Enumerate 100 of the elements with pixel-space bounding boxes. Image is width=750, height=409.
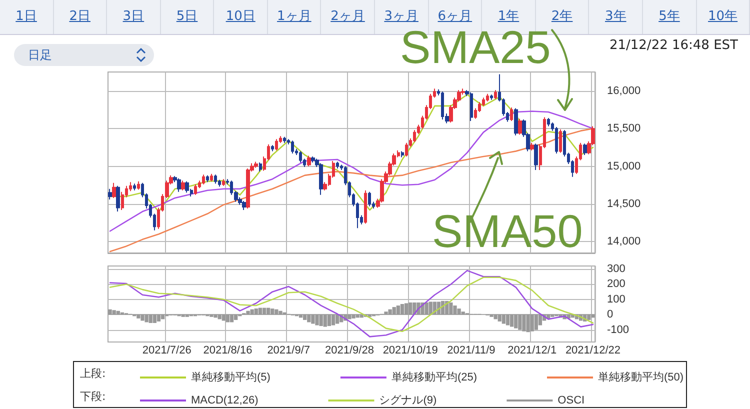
candlestick	[283, 136, 286, 144]
bar	[400, 304, 404, 315]
bar	[449, 302, 453, 315]
candlestick	[514, 108, 518, 136]
candlestick	[116, 185, 120, 212]
text: 3日	[107, 0, 161, 34]
candlestick	[206, 174, 209, 183]
bar	[526, 314, 530, 332]
bar	[262, 308, 266, 315]
bar	[348, 314, 352, 320]
candlestick	[254, 161, 258, 168]
bar	[254, 308, 258, 315]
bar	[234, 314, 238, 320]
bar	[506, 314, 510, 326]
legend-label: 単純移動平均(5)	[191, 372, 270, 384]
x-tick-label: 2021/12/22	[565, 344, 620, 356]
bar	[510, 314, 514, 327]
bar	[404, 303, 408, 315]
candlestick	[137, 180, 140, 190]
bar	[327, 314, 332, 326]
candlestick	[210, 173, 213, 182]
bar	[108, 309, 112, 315]
bar	[352, 314, 356, 318]
bar	[518, 314, 522, 330]
x-tick-label: 2021/11/9	[447, 344, 496, 356]
text: 日足	[14, 44, 154, 66]
x-tick-label: 2021/10/19	[382, 344, 438, 356]
text: 5日	[160, 0, 214, 34]
bar	[392, 307, 396, 315]
text: 2ヶ月	[321, 0, 376, 34]
text: 10年	[696, 0, 750, 34]
legend-label: 単純移動平均(50)	[598, 372, 684, 384]
bar	[461, 312, 465, 315]
y-tick-label: 100	[607, 293, 626, 306]
bar	[156, 314, 161, 322]
x-tick-label: 2021/7/26	[142, 344, 192, 356]
bar	[266, 308, 270, 315]
bar	[356, 314, 360, 318]
text: 5年	[642, 0, 697, 34]
text: 2日	[54, 0, 108, 34]
candlestick	[108, 188, 112, 200]
candlestick	[405, 142, 408, 157]
y-tick-label: 14,500	[607, 198, 641, 210]
candlestick	[494, 90, 497, 100]
legend-label: 単純移動平均(25)	[391, 372, 478, 384]
bar	[311, 314, 315, 324]
text: 1日	[0, 0, 54, 34]
bar	[230, 314, 234, 322]
candlestick	[299, 150, 302, 163]
y-tick-label: 0	[607, 308, 614, 321]
candlestick	[259, 162, 262, 172]
candlestick	[133, 183, 136, 191]
candlestick	[368, 191, 371, 207]
y-tick-label: 16,000	[607, 84, 641, 97]
bar	[388, 309, 392, 315]
candlestick	[307, 155, 311, 167]
bar	[494, 314, 498, 320]
candlestick	[181, 180, 185, 191]
candlestick	[275, 138, 278, 151]
candlestick	[336, 161, 339, 170]
bar	[222, 314, 226, 321]
candlestick	[559, 128, 562, 154]
candlestick	[242, 200, 246, 211]
bar	[298, 314, 303, 318]
legend-label: シグナル(9)	[379, 394, 437, 406]
y-tick-label: 15,500	[607, 122, 641, 135]
bar	[522, 314, 526, 332]
bar	[534, 314, 538, 330]
bar	[335, 314, 340, 324]
y-tick-label: 14,000	[607, 236, 641, 248]
bar	[428, 302, 432, 315]
bar	[323, 314, 327, 327]
bar	[408, 302, 412, 315]
bar	[396, 306, 400, 315]
bar	[250, 309, 254, 315]
bar	[546, 314, 550, 318]
candlestick	[214, 174, 217, 184]
bar	[274, 309, 278, 315]
candlestick	[271, 144, 274, 152]
bar	[160, 314, 165, 320]
line-series	[109, 276, 594, 332]
candlestick	[518, 118, 522, 136]
bar	[214, 314, 218, 318]
line-series	[109, 128, 594, 252]
bar	[144, 314, 148, 322]
bar	[457, 308, 461, 315]
bar	[246, 310, 250, 315]
bar	[152, 314, 156, 323]
bar	[587, 314, 591, 320]
candlestick	[112, 182, 116, 198]
line-series	[109, 270, 594, 338]
candlestick	[555, 126, 558, 154]
bar	[307, 314, 311, 322]
candlestick	[583, 143, 587, 156]
legend-label: OSCI	[558, 394, 585, 406]
bar	[384, 312, 388, 315]
candlestick	[510, 106, 513, 122]
annotation: SMA50	[432, 205, 583, 257]
text: 2年	[551, 9, 573, 24]
bar	[136, 314, 140, 318]
